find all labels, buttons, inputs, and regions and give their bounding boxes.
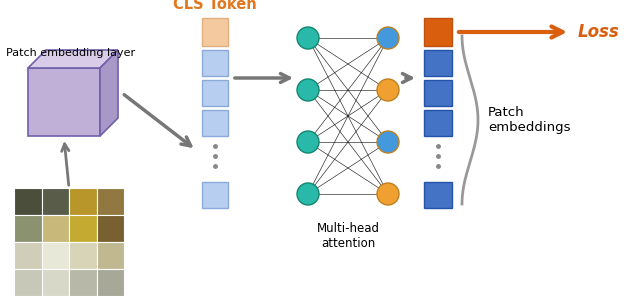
- Text: Multi-head
attention: Multi-head attention: [317, 222, 380, 250]
- Polygon shape: [100, 50, 118, 136]
- Bar: [69, 215, 97, 242]
- Bar: [202, 182, 228, 208]
- Bar: [424, 182, 452, 208]
- Bar: [14, 242, 42, 269]
- Bar: [202, 18, 228, 46]
- Text: Patch
embeddings: Patch embeddings: [488, 106, 570, 134]
- Bar: [424, 110, 452, 136]
- Bar: [42, 188, 69, 215]
- Circle shape: [377, 131, 399, 153]
- Bar: [97, 269, 124, 296]
- Bar: [97, 188, 124, 215]
- Bar: [14, 269, 42, 296]
- Bar: [69, 242, 97, 269]
- Bar: [69, 188, 97, 215]
- Circle shape: [377, 79, 399, 101]
- Bar: [424, 18, 452, 46]
- Circle shape: [297, 27, 319, 49]
- Circle shape: [297, 183, 319, 205]
- Bar: [424, 50, 452, 76]
- Circle shape: [297, 131, 319, 153]
- Bar: [14, 215, 42, 242]
- Circle shape: [377, 183, 399, 205]
- Bar: [202, 110, 228, 136]
- Bar: [97, 242, 124, 269]
- Bar: [202, 80, 228, 106]
- Text: CLS Token: CLS Token: [173, 0, 257, 12]
- Circle shape: [297, 79, 319, 101]
- Bar: [42, 269, 69, 296]
- Circle shape: [377, 27, 399, 49]
- Text: Patch embedding layer: Patch embedding layer: [6, 48, 135, 58]
- Bar: [42, 242, 69, 269]
- Bar: [14, 188, 42, 215]
- Bar: [69, 269, 97, 296]
- Bar: [424, 80, 452, 106]
- Bar: [42, 215, 69, 242]
- Polygon shape: [28, 50, 118, 68]
- Bar: [202, 50, 228, 76]
- Bar: [97, 215, 124, 242]
- Text: Loss: Loss: [578, 23, 620, 41]
- Polygon shape: [28, 68, 100, 136]
